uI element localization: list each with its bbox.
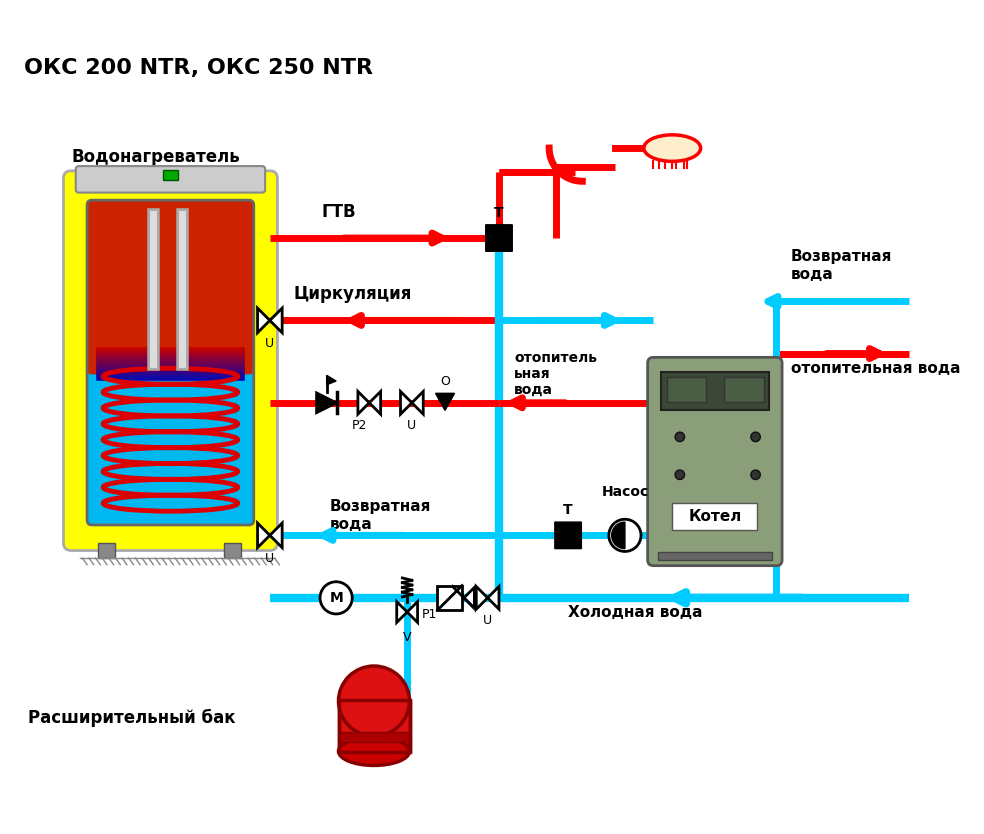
Polygon shape (486, 225, 499, 251)
FancyBboxPatch shape (76, 166, 265, 193)
Polygon shape (555, 535, 582, 549)
Text: Водонагреватель: Водонагреватель (71, 148, 240, 166)
Text: P1: P1 (421, 608, 437, 621)
Bar (438, 585, 462, 610)
Polygon shape (270, 523, 282, 548)
Text: отопительная вода: отопительная вода (790, 361, 960, 376)
Text: P2: P2 (352, 419, 367, 432)
Text: T: T (563, 504, 573, 517)
Polygon shape (258, 523, 270, 548)
Polygon shape (369, 391, 381, 414)
Polygon shape (568, 522, 582, 549)
FancyBboxPatch shape (63, 171, 277, 550)
Text: U: U (407, 419, 416, 432)
Bar (666, 377, 707, 402)
Circle shape (751, 470, 761, 480)
Polygon shape (397, 601, 407, 622)
Polygon shape (499, 225, 513, 251)
Text: Возвратная
вода: Возвратная вода (330, 500, 431, 532)
Polygon shape (407, 601, 417, 622)
Text: O: O (440, 374, 450, 388)
Text: Циркуляция: Циркуляция (293, 285, 412, 304)
Bar (724, 377, 765, 402)
Polygon shape (463, 587, 474, 608)
Polygon shape (454, 587, 463, 608)
Polygon shape (555, 522, 568, 549)
Polygon shape (412, 391, 423, 414)
Text: Расширительный бак: Расширительный бак (29, 709, 236, 727)
Circle shape (675, 432, 685, 442)
Text: M: M (330, 590, 343, 605)
Polygon shape (327, 375, 337, 384)
Bar (338, 700, 410, 752)
Wedge shape (612, 522, 625, 549)
Circle shape (609, 520, 641, 551)
Polygon shape (555, 522, 582, 535)
Polygon shape (358, 391, 369, 414)
Polygon shape (400, 391, 412, 414)
Circle shape (675, 470, 685, 480)
Bar (672, 503, 758, 530)
Ellipse shape (644, 135, 701, 161)
Text: Насос: Насос (601, 485, 648, 500)
Polygon shape (316, 392, 338, 413)
Text: T: T (494, 206, 504, 220)
Bar (658, 552, 771, 560)
Circle shape (320, 582, 352, 614)
Text: U: U (266, 552, 275, 565)
Ellipse shape (338, 737, 409, 766)
FancyBboxPatch shape (647, 357, 782, 565)
FancyBboxPatch shape (88, 348, 254, 525)
Text: U: U (266, 338, 275, 350)
Polygon shape (486, 225, 513, 238)
Bar (224, 543, 241, 558)
Text: U: U (483, 614, 492, 627)
Text: Холодная вода: Холодная вода (568, 605, 703, 620)
Bar (97, 543, 114, 558)
Polygon shape (476, 586, 488, 609)
Text: V: V (402, 631, 411, 644)
Bar (338, 701, 410, 751)
FancyBboxPatch shape (88, 200, 254, 374)
Bar (338, 732, 410, 741)
Polygon shape (258, 308, 270, 333)
Bar (661, 373, 769, 410)
Polygon shape (436, 394, 455, 410)
Text: Возвратная
вода: Возвратная вода (790, 249, 892, 282)
Text: ГТВ: ГТВ (322, 203, 356, 221)
Text: Котел: Котел (688, 509, 742, 524)
Polygon shape (270, 308, 282, 333)
Polygon shape (486, 238, 513, 251)
Ellipse shape (338, 666, 409, 736)
Circle shape (751, 432, 761, 442)
Bar (163, 170, 178, 180)
Text: отопитель
ьная
вода: отопитель ьная вода (514, 351, 597, 397)
Text: ОКС 200 NTR, ОКС 250 NTR: ОКС 200 NTR, ОКС 250 NTR (24, 58, 373, 78)
Polygon shape (488, 586, 499, 609)
